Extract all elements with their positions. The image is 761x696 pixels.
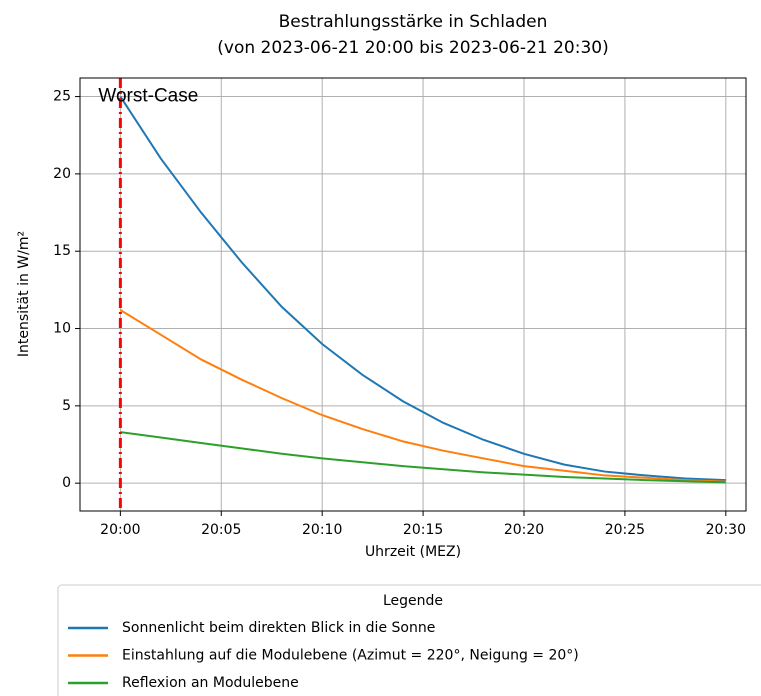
line-series — [119, 309, 726, 483]
x-tick-label: 20:20 — [504, 522, 544, 538]
line-series — [119, 96, 726, 482]
y-tick-label: 20 — [53, 166, 71, 182]
x-tick-label: 20:30 — [706, 522, 746, 538]
chart-title: Bestrahlungsstärke in Schladen — [279, 12, 548, 32]
annotation: Worst-Case — [98, 86, 198, 107]
line-series — [120, 431, 726, 484]
y-tick-label: 0 — [62, 475, 71, 491]
y-tick-label: 25 — [53, 89, 71, 105]
x-tick-label: 20:10 — [302, 522, 342, 538]
chart-subtitle: (von 2023-06-21 20:00 bis 2023-06-21 20:… — [217, 38, 608, 58]
plot-frame — [79, 77, 747, 512]
legend-title: Legende — [383, 593, 443, 609]
y-axis-label: Intensität in W/m² — [16, 231, 32, 357]
x-tick-label: 20:25 — [605, 522, 645, 538]
legend-box — [57, 584, 761, 696]
x-tick-label: 20:00 — [100, 522, 140, 538]
legend-label: Sonnenlicht beim direkten Blick in die S… — [122, 620, 435, 636]
legend-label: Reflexion an Modulebene — [122, 675, 299, 691]
x-tick-label: 20:05 — [201, 522, 241, 538]
legend-label: Einstahlung auf die Modulebene (Azimut =… — [122, 648, 579, 664]
y-tick-label: 15 — [53, 243, 71, 259]
y-tick-label: 5 — [62, 398, 71, 414]
x-axis-label: Uhrzeit (MEZ) — [365, 544, 461, 560]
x-tick-label: 20:15 — [403, 522, 443, 538]
y-tick-label: 10 — [53, 321, 71, 337]
